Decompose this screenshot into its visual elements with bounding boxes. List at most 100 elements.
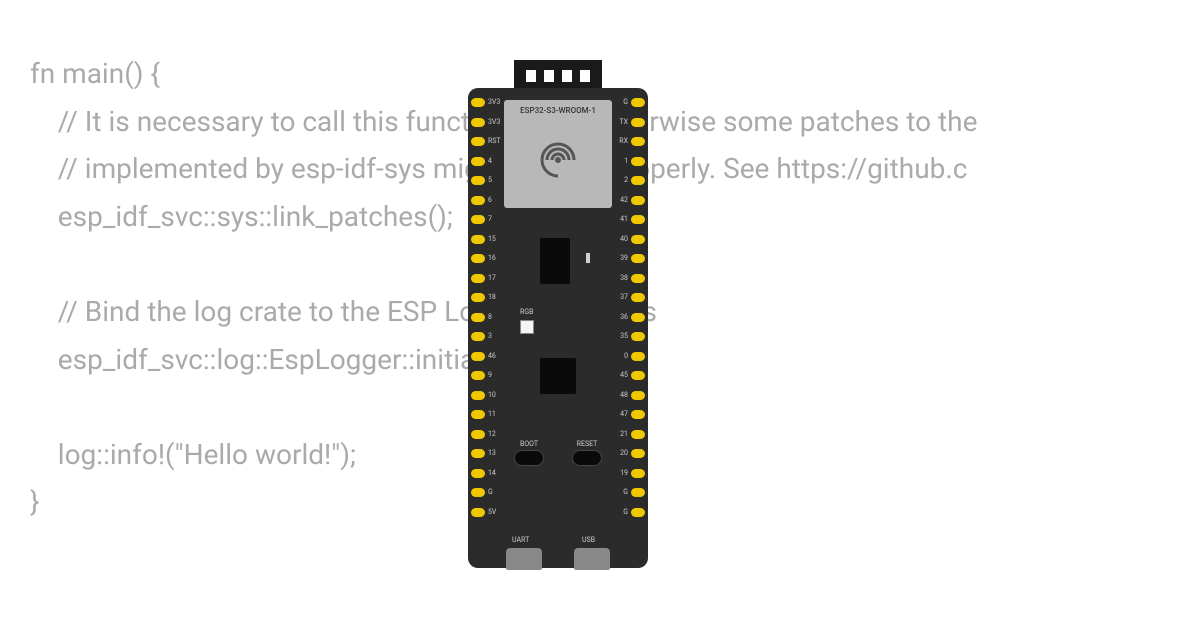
pin-left (471, 371, 485, 380)
pin-label: 11 (488, 410, 496, 418)
pin-left (471, 196, 485, 205)
pin-left (471, 352, 485, 361)
pin-label: 41 (620, 215, 628, 223)
led-indicator (586, 253, 590, 263)
pin-right (631, 157, 645, 166)
uart-label: UART (512, 536, 529, 544)
pin-left (471, 488, 485, 497)
pin-left (471, 449, 485, 458)
pin-right (631, 430, 645, 439)
pin-label: 4 (488, 157, 492, 165)
pin-right (631, 118, 645, 127)
pin-label: 18 (488, 293, 496, 301)
rgb-label: RGB (520, 308, 533, 316)
pin-label: 3 (488, 332, 492, 340)
pin-right (631, 293, 645, 302)
pin-label: 47 (620, 410, 628, 418)
pin-left (471, 137, 485, 146)
code-line: esp_idf_svc::sys::link_patches(); (30, 200, 453, 233)
pin-label: 15 (488, 235, 496, 243)
pin-left (471, 469, 485, 478)
pin-left (471, 235, 485, 244)
pin-right (631, 488, 645, 497)
boot-button[interactable] (514, 450, 544, 466)
pin-right (631, 176, 645, 185)
pin-right (631, 332, 645, 341)
pin-label: 39 (620, 254, 628, 262)
pin-label: 38 (620, 274, 628, 282)
pin-label: 48 (620, 391, 628, 399)
pin-left (471, 176, 485, 185)
pin-label: 1 (624, 157, 628, 165)
espressif-logo-icon (534, 136, 582, 184)
pin-right (631, 391, 645, 400)
pin-label: 9 (488, 371, 492, 379)
pin-left (471, 98, 485, 107)
pin-right (631, 508, 645, 517)
pin-label: RST (488, 137, 501, 145)
pin-left (471, 391, 485, 400)
pin-left (471, 118, 485, 127)
pin-right (631, 469, 645, 478)
boot-button-area: BOOT (510, 440, 548, 466)
pin-label: G (488, 488, 493, 496)
rgb-led (520, 320, 534, 334)
code-line: fn main() { (30, 57, 160, 90)
pin-label: G (623, 508, 628, 516)
reset-button[interactable] (572, 450, 602, 466)
reset-label: RESET (568, 440, 606, 448)
pin-right (631, 196, 645, 205)
pin-label: 14 (488, 469, 496, 477)
pin-right (631, 410, 645, 419)
reset-button-area: RESET (568, 440, 606, 466)
pin-label: 2 (624, 176, 628, 184)
pin-label: 10 (488, 391, 496, 399)
pin-left (471, 157, 485, 166)
pin-label: 7 (488, 215, 492, 223)
pin-label: RX (619, 137, 628, 145)
code-line: log::info!("Hello world!"); (30, 438, 356, 471)
pin-right (631, 352, 645, 361)
pin-right (631, 215, 645, 224)
uart-port (506, 548, 542, 570)
pin-left (471, 293, 485, 302)
pin-right (631, 371, 645, 380)
chip-ic (540, 238, 570, 284)
pcb: ESP32-S3-WROOM-1 RGB BOOT RESET UART USB (468, 88, 648, 568)
pin-right (631, 313, 645, 322)
pin-left (471, 430, 485, 439)
pin-right (631, 98, 645, 107)
pin-label: 35 (620, 332, 628, 340)
esp32-board: ESP32-S3-WROOM-1 RGB BOOT RESET UART USB (468, 60, 648, 568)
chip-ic (540, 358, 576, 394)
pin-right (631, 449, 645, 458)
pin-label: 3V3 (488, 98, 500, 106)
pin-label: 42 (620, 196, 628, 204)
pin-left (471, 508, 485, 517)
pin-label: 5 (488, 176, 492, 184)
pin-label: 13 (488, 449, 496, 457)
pin-right (631, 137, 645, 146)
pin-label: 37 (620, 293, 628, 301)
pin-right (631, 254, 645, 263)
pin-label: 19 (620, 469, 628, 477)
pin-left (471, 410, 485, 419)
pin-label: 16 (488, 254, 496, 262)
pin-label: G (623, 98, 628, 106)
pin-label: 0 (624, 352, 628, 360)
pin-label: 6 (488, 196, 492, 204)
usb-port (574, 548, 610, 570)
boot-label: BOOT (510, 440, 548, 448)
pin-label: 17 (488, 274, 496, 282)
pin-label: TX (619, 118, 628, 126)
chip-label: ESP32-S3-WROOM-1 (504, 106, 612, 115)
pin-label: 46 (488, 352, 496, 360)
pin-right (631, 235, 645, 244)
pin-label: 40 (620, 235, 628, 243)
pin-label: 8 (488, 313, 492, 321)
pin-label: G (623, 488, 628, 496)
pin-label: 3V3 (488, 118, 500, 126)
pin-label: 36 (620, 313, 628, 321)
chip-module: ESP32-S3-WROOM-1 (504, 100, 612, 208)
pin-label: 5V (488, 508, 496, 516)
